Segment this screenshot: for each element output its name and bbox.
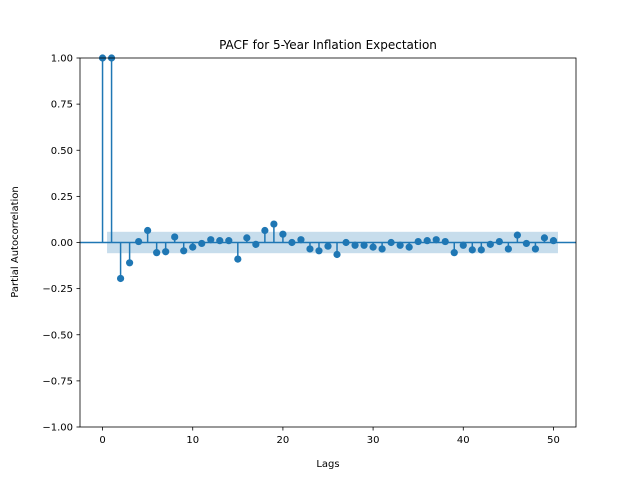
marker-lag-32 (387, 238, 395, 247)
marker-lag-21 (288, 238, 296, 247)
marker-lag-30 (369, 243, 377, 251)
x-tick-label: 0 (99, 435, 105, 446)
marker-lag-16 (243, 234, 251, 242)
marker-lag-27 (342, 238, 350, 247)
marker-lag-9 (180, 247, 188, 255)
marker-lag-28 (351, 241, 359, 249)
y-axis-label: Partial Autocorrelation (10, 186, 21, 297)
marker-lag-18 (261, 226, 269, 235)
marker-lag-22 (297, 236, 305, 244)
marker-lag-15 (234, 255, 242, 263)
marker-lag-29 (360, 241, 368, 249)
marker-lag-6 (153, 249, 161, 257)
marker-lag-26 (333, 250, 341, 259)
marker-lag-35 (414, 237, 422, 246)
marker-lag-50 (549, 237, 558, 245)
marker-lag-11 (198, 239, 206, 248)
x-tick-label: 30 (367, 435, 380, 446)
x-ticks-layer: 0 10 20 30 40 50 (99, 427, 560, 446)
marker-lag-49 (540, 234, 549, 242)
marker-lag-23 (306, 245, 314, 253)
marker-lag-31 (378, 245, 386, 253)
y-ticks-layer: −1.00 −0.75 −0.50 −0.25 0.00 0.25 0.50 0.75 1.00 (42, 54, 80, 434)
marker-lag-36 (423, 237, 431, 245)
marker-lag-39 (450, 249, 458, 257)
marker-lag-5 (144, 226, 152, 235)
x-tick-label: 20 (277, 435, 290, 446)
x-tick-label: 10 (186, 435, 199, 446)
marker-lag-8 (171, 233, 179, 241)
marker-lag-17 (252, 240, 260, 248)
y-tick-label: −0.75 (42, 376, 73, 387)
marker-lag-7 (162, 248, 170, 256)
marker-lag-33 (396, 241, 404, 249)
marker-lag-42 (477, 246, 485, 254)
y-tick-label: 0.25 (51, 192, 73, 203)
x-tick-label: 50 (547, 435, 560, 446)
marker-lag-24 (315, 247, 323, 255)
marker-lag-40 (459, 241, 467, 249)
marker-lag-44 (495, 237, 503, 246)
marker-lag-46 (513, 231, 521, 239)
marker-lag-41 (468, 246, 476, 254)
y-tick-label: 0.50 (51, 146, 73, 157)
marker-lag-3 (126, 259, 134, 267)
marker-lag-19 (270, 220, 278, 228)
marker-lag-20 (279, 230, 287, 238)
marker-lag-12 (207, 236, 215, 244)
y-tick-label: −0.25 (42, 284, 73, 295)
marker-lag-25 (324, 242, 332, 250)
x-tick-label: 40 (457, 435, 470, 446)
y-tick-label: −1.00 (42, 423, 73, 434)
marker-lag-4 (135, 237, 143, 246)
y-tick-label: 0.75 (51, 100, 73, 111)
marker-lag-38 (441, 237, 449, 246)
marker-lag-10 (189, 243, 197, 251)
marker-lag-45 (504, 245, 512, 253)
y-tick-label: 0.00 (51, 238, 73, 249)
marker-lag-48 (531, 245, 540, 253)
markers-layer (98, 54, 558, 283)
marker-lag-2 (116, 274, 125, 283)
marker-lag-13 (216, 237, 224, 245)
x-axis-label: Lags (316, 459, 339, 470)
marker-lag-34 (405, 243, 413, 251)
y-tick-label: 1.00 (51, 54, 73, 65)
marker-lag-14 (225, 237, 233, 245)
chart-title: PACF for 5-Year Inflation Expectation (219, 38, 437, 52)
marker-lag-47 (522, 239, 531, 248)
marker-lag-37 (432, 236, 440, 244)
marker-lag-43 (486, 240, 494, 248)
y-tick-label: −0.50 (42, 330, 73, 341)
